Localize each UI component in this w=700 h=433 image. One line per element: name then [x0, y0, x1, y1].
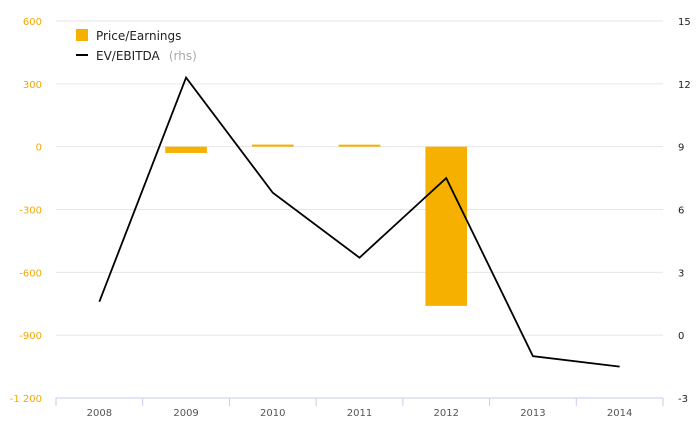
left-axis-tick-label: -300	[19, 206, 42, 217]
bar-price-earnings-2010	[251, 144, 294, 147]
x-axis-tick-label: 2012	[433, 408, 458, 419]
x-axis-tick-label: 2010	[260, 408, 285, 419]
bar-price-earnings-2009	[165, 146, 207, 153]
legend-label-ev-ebitda-name: EV/EBITDA	[96, 49, 161, 63]
left-axis-tick-label: 300	[23, 80, 42, 91]
line-series	[98, 75, 620, 368]
bar-price-earnings-2012	[425, 146, 468, 306]
x-axis: 2008 2009 2010 2011 2012 2013 2014	[55, 397, 664, 419]
right-axis-tick-label: 15	[678, 17, 691, 28]
x-axis-tick-label: 2011	[347, 408, 372, 419]
bar-price-earnings-2011	[338, 144, 381, 147]
left-axis-tick-label: -900	[19, 331, 42, 342]
right-axis-tick-label: 9	[678, 143, 684, 154]
x-axis-tick-label: 2014	[607, 408, 632, 419]
left-axis-tick-label: -1 200	[10, 394, 42, 405]
x-axis-tick-label: 2008	[87, 408, 112, 419]
line-ev-ebitda	[98, 75, 620, 368]
x-axis-tick-label: 2009	[173, 408, 198, 419]
legend-swatch-price-earnings	[76, 29, 88, 41]
left-axis-ticks: 600 300 0 -300 -600 -900 -1 200	[10, 17, 42, 405]
right-axis-tick-label: -3	[678, 394, 688, 405]
legend-label-ev-ebitda-suffix: (rhs)	[169, 49, 197, 63]
bar-series	[165, 144, 468, 306]
right-axis-tick-label: 6	[678, 206, 684, 217]
legend: Price/Earnings EV/EBITDA (rhs)	[76, 29, 197, 64]
right-axis-ticks: 15 12 9 6 3 0 -3	[678, 17, 691, 405]
left-axis-tick-label: 0	[36, 143, 42, 154]
left-axis-tick-label: -600	[19, 268, 42, 279]
right-axis-tick-label: 12	[678, 80, 691, 91]
legend-label-price-earnings: Price/Earnings	[96, 29, 181, 43]
legend-label-ev-ebitda: EV/EBITDA (rhs)	[96, 45, 197, 64]
x-axis-tick-label: 2013	[520, 408, 545, 419]
right-axis-tick-label: 0	[678, 331, 684, 342]
left-axis-tick-label: 600	[23, 17, 42, 28]
right-axis-tick-label: 3	[678, 268, 684, 279]
